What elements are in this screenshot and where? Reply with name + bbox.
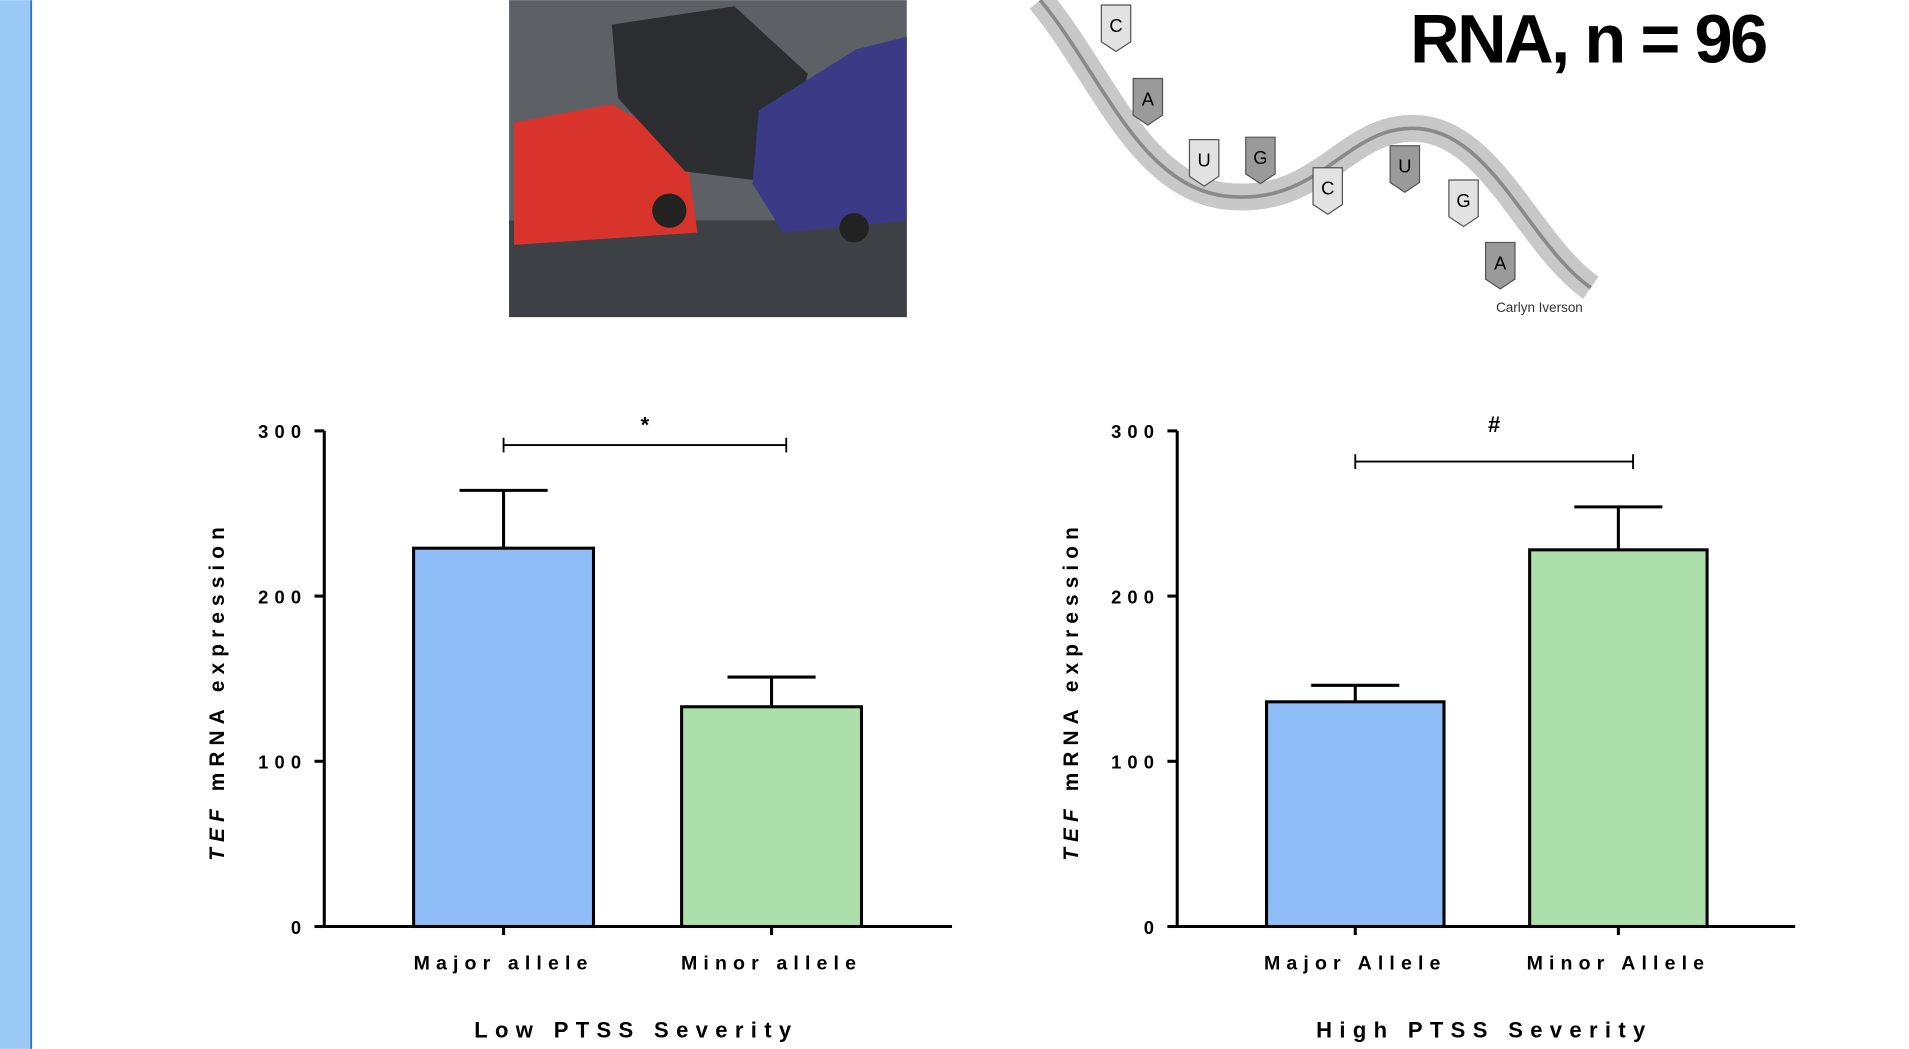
poster: RNA, n = 96 Carlyn Iverson C A U G C U G A 0 100 2… — [0, 0, 1909, 1049]
y-tick-label: 0 — [1144, 917, 1160, 938]
x-axis-label: Low PTSS Severity — [474, 1018, 798, 1043]
error-bar — [1574, 507, 1662, 550]
bar — [1530, 550, 1707, 927]
x-tick-label: Minor Allele — [1527, 953, 1711, 975]
x-tick-label: Major allele — [414, 953, 594, 975]
image-credit: Carlyn Iverson — [1496, 300, 1583, 315]
bar — [1267, 702, 1444, 927]
page: {"header": {"title": "RNA, n = 96", "ima… — [0, 0, 1909, 1049]
rna-base: U — [1398, 156, 1411, 177]
significance-label: # — [1488, 412, 1500, 437]
significance-label: * — [641, 413, 650, 438]
crash-photo — [509, 0, 907, 317]
y-tick-label: 0 — [291, 917, 307, 938]
rna-base: G — [1253, 147, 1267, 168]
x-axis-label: High PTSS Severity — [1316, 1018, 1652, 1043]
y-axis-label-text: mRNA expression — [205, 521, 228, 791]
y-axis-label-text: mRNA expression — [1059, 521, 1082, 791]
y-axis-label-gene: TEF — [205, 803, 228, 861]
side-strip — [0, 0, 31, 1049]
rna-base: G — [1456, 190, 1470, 211]
rna-base: C — [1321, 178, 1334, 199]
bar — [414, 548, 594, 926]
significance-bracket — [504, 438, 787, 453]
y-tick-label: 300 — [258, 421, 307, 442]
y-tick-label: 200 — [1111, 586, 1160, 607]
x-tick-label: Major Allele — [1264, 953, 1447, 975]
error-bar — [1311, 685, 1399, 702]
title: RNA, n = 96 — [1410, 0, 1766, 77]
significance-bracket — [1355, 454, 1633, 469]
rna-base: A — [1142, 88, 1155, 109]
rna-base: U — [1198, 150, 1211, 171]
y-axis-label: TEF mRNA expression — [205, 521, 228, 861]
y-axis-label-gene: TEF — [1059, 803, 1082, 861]
y-tick-label: 200 — [258, 586, 307, 607]
rna-base: C — [1109, 15, 1122, 36]
y-tick-label: 300 — [1111, 421, 1160, 442]
bar — [682, 707, 862, 927]
error-bar — [460, 490, 548, 548]
y-tick-label: 100 — [1111, 752, 1160, 773]
error-bar — [728, 677, 816, 707]
x-tick-label: Minor allele — [681, 953, 862, 975]
rna-base: A — [1494, 252, 1507, 273]
y-axis-label: TEF mRNA expression — [1059, 521, 1082, 861]
y-tick-label: 100 — [258, 752, 307, 773]
